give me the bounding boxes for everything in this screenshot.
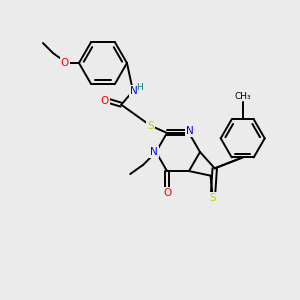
Text: O: O [163, 188, 171, 198]
Text: N: N [130, 86, 138, 96]
Text: H: H [136, 82, 143, 91]
Text: N: N [150, 147, 158, 157]
Text: S: S [209, 193, 216, 202]
Text: S: S [147, 121, 154, 130]
Text: O: O [101, 96, 109, 106]
Text: O: O [61, 58, 69, 68]
Text: CH₃: CH₃ [234, 92, 251, 101]
Text: N: N [186, 126, 194, 136]
